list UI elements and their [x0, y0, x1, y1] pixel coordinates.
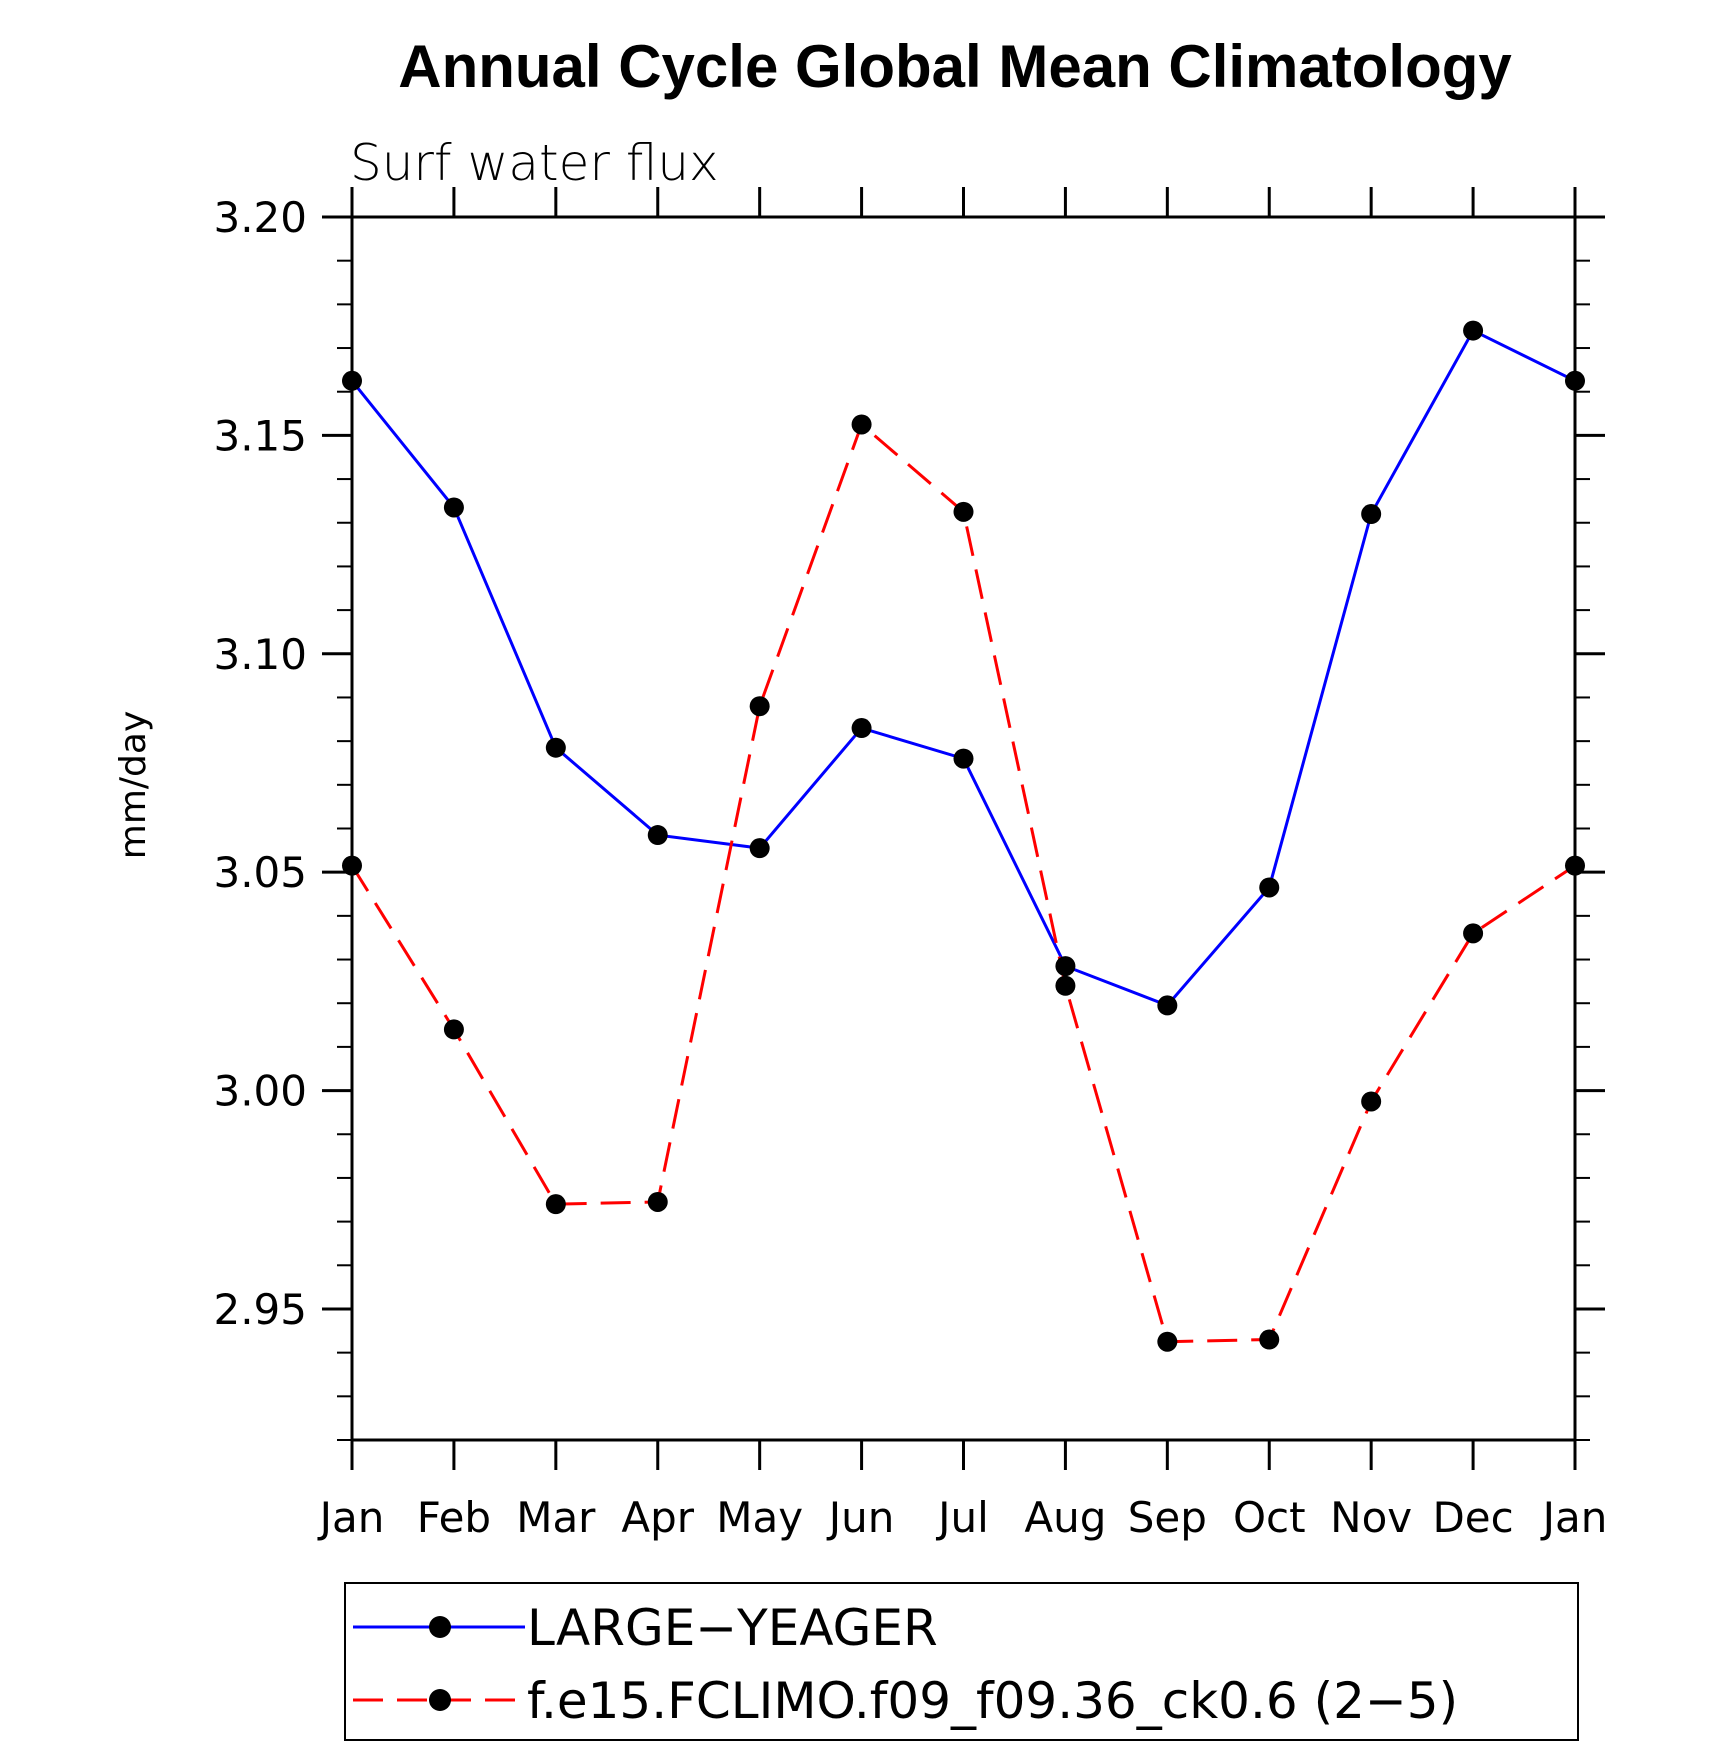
x-tick-label: Dec	[1432, 1493, 1513, 1542]
series-2-point	[443, 1019, 464, 1040]
legend-label-1: LARGE−YEAGER	[527, 1599, 938, 1657]
series-2-point	[1259, 1329, 1280, 1350]
series-1-point	[1259, 877, 1280, 898]
legend-label-2: f.e15.FCLIMO.f09_f09.36_ck0.6 (2−5)	[527, 1672, 1458, 1730]
series-1-point	[647, 825, 668, 846]
y-tick-label: 3.15	[213, 411, 307, 460]
series-2-point	[1055, 975, 1076, 996]
x-tick-label: Mar	[516, 1493, 596, 1542]
legend-marker-2	[429, 1689, 451, 1711]
series-1-point	[545, 737, 566, 758]
series-line-1	[350, 328, 1576, 1008]
x-tick-label: May	[716, 1493, 803, 1542]
y-tick-label: 3.20	[213, 193, 307, 242]
x-tick-label: Sep	[1128, 1493, 1207, 1542]
series-2-point	[1361, 1091, 1382, 1112]
series-2-point	[1157, 1331, 1178, 1352]
legend-marker-1	[429, 1616, 451, 1638]
series-2-point	[1565, 855, 1585, 876]
legend-box	[344, 1582, 1579, 1741]
series-1-point	[1565, 370, 1585, 391]
y-tick-label: 3.10	[213, 630, 307, 679]
y-tick-label: 2.95	[213, 1285, 307, 1334]
series-1-point	[443, 497, 464, 518]
y-axis-label: mm/day	[113, 711, 154, 859]
chart-subtitle: Surf water flux	[350, 134, 719, 192]
series-1-point	[1055, 956, 1076, 977]
series-1-point	[1361, 504, 1382, 525]
x-tick-label: Oct	[1233, 1493, 1306, 1542]
series-line-2	[350, 421, 1576, 1344]
series-2-point	[647, 1191, 668, 1212]
series-1-point	[953, 748, 974, 769]
legend: LARGE−YEAGER f.e15.FCLIMO.f09_f09.36_ck0.…	[344, 1582, 1579, 1741]
series-1-point	[749, 838, 770, 859]
series-1-point	[1157, 995, 1178, 1016]
y-tick-label: 3.00	[213, 1067, 307, 1116]
y-tick-label: 3.05	[213, 848, 307, 897]
x-tick-label: Jan	[1540, 1493, 1608, 1542]
series-2-point	[342, 855, 362, 876]
chart-title: Annual Cycle Global Mean Climatology	[398, 33, 1512, 100]
x-tick-label: Jan	[317, 1493, 385, 1542]
series-2-point	[1463, 923, 1484, 944]
x-tick-label: Aug	[1024, 1493, 1106, 1542]
series-1-point	[851, 718, 872, 739]
x-tick-label: Jul	[935, 1493, 989, 1542]
series-1-point	[342, 370, 362, 391]
x-tick-label: Nov	[1330, 1493, 1412, 1542]
x-tick-label: Apr	[621, 1493, 694, 1542]
series-2-point	[851, 414, 872, 435]
x-tick-label: Jun	[826, 1493, 895, 1542]
series-2-point	[545, 1194, 566, 1215]
series-2-point	[953, 501, 974, 522]
plot-frame	[350, 215, 1577, 1442]
series-2-point	[749, 696, 770, 717]
series-1-point	[1463, 320, 1484, 341]
x-tick-label: Feb	[417, 1493, 491, 1542]
